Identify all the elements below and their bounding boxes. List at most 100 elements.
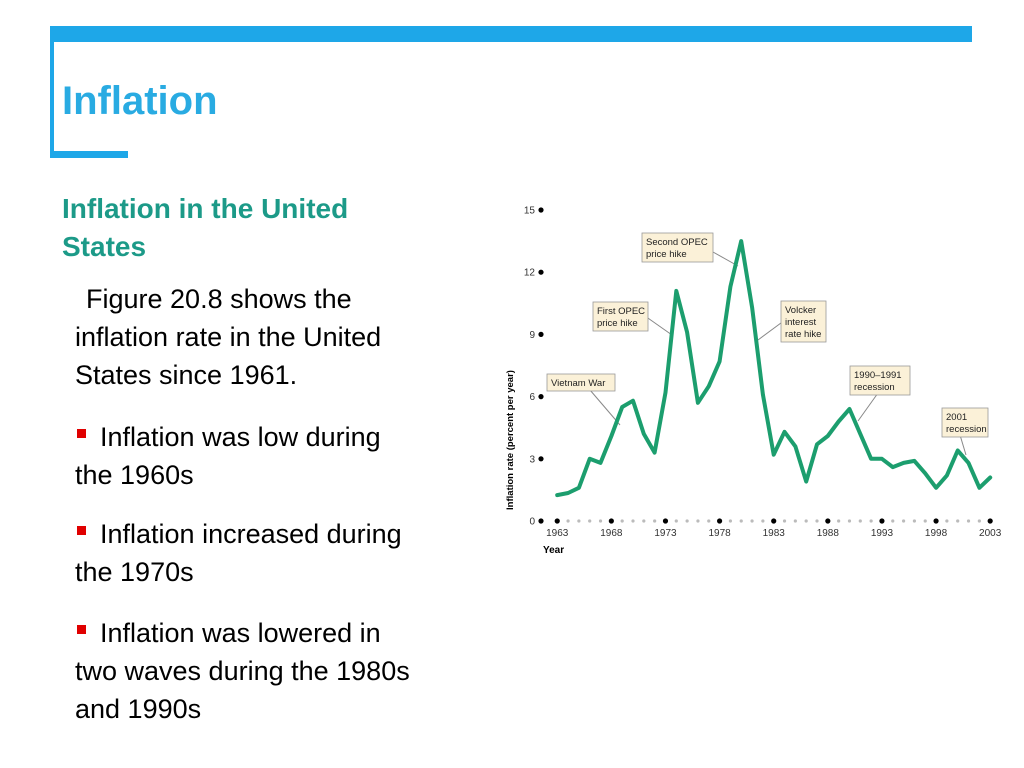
- annotation-leader: [959, 434, 967, 456]
- year-dot: [847, 519, 852, 523]
- y-tick-label: 3: [529, 454, 535, 465]
- year-dot: [782, 519, 787, 523]
- year-dot: [739, 519, 743, 523]
- bullet-text: the 1970s: [75, 557, 194, 587]
- x-tick-label: 1988: [817, 528, 840, 539]
- x-tick-label: 1983: [763, 528, 786, 539]
- x-tick-label: 1993: [871, 528, 894, 539]
- year-dot: [858, 519, 862, 523]
- annotation-text: 1990–1991: [854, 370, 902, 381]
- bullet-text: the 1960s: [75, 460, 194, 490]
- year-dot: [707, 519, 711, 523]
- annotation-box: [849, 365, 911, 396]
- x-tick: [987, 518, 993, 524]
- bullet-marker: [77, 526, 86, 535]
- body-text: inflation rate in the United: [75, 322, 381, 352]
- year-dot: [588, 519, 592, 523]
- year-dot: [566, 519, 570, 523]
- annotation-box: [780, 300, 827, 343]
- year-dot: [674, 519, 678, 523]
- year-dot: [956, 519, 960, 523]
- annotation-text: Second OPEC: [646, 237, 708, 248]
- annotation-text: rate hike: [785, 329, 821, 340]
- y-axis-label: Inflation rate (percent per year): [505, 370, 516, 510]
- y-tick-label: 6: [529, 392, 535, 403]
- annotation-text: recession: [854, 382, 895, 393]
- x-tick-label: 1978: [708, 528, 731, 539]
- annotation-text: recession: [946, 424, 987, 435]
- annotation-leader: [757, 319, 786, 341]
- x-axis-label: Year: [543, 545, 564, 556]
- year-dot: [901, 519, 906, 523]
- x-tick: [825, 518, 831, 524]
- year-dot: [869, 519, 873, 523]
- year-dot: [696, 519, 700, 523]
- x-tick-label: 1963: [546, 528, 569, 539]
- y-tick: [538, 331, 544, 337]
- year-dot: [912, 519, 917, 523]
- x-tick: [554, 518, 560, 524]
- annotation-text: First OPEC: [597, 306, 645, 317]
- left-bar: [50, 26, 54, 158]
- x-tick: [771, 518, 777, 524]
- x-tick-label: 1998: [925, 528, 948, 539]
- bullet-text: two waves during the 1980s: [75, 656, 410, 686]
- annotation-leader: [857, 392, 879, 422]
- annotation-text: Volcker: [785, 305, 816, 316]
- year-dot: [923, 519, 927, 523]
- body-text: States since 1961.: [75, 360, 297, 390]
- x-tick: [608, 518, 614, 524]
- subtitle: Inflation in the United: [62, 193, 348, 224]
- year-dot: [945, 519, 949, 523]
- annotation-leader: [644, 315, 673, 336]
- year-dot: [577, 519, 581, 523]
- annotation-box: [641, 232, 714, 263]
- year-dot: [631, 519, 635, 523]
- y-tick: [538, 207, 544, 213]
- bullet-text: Inflation increased during: [100, 519, 402, 549]
- annotation-text: 2001: [946, 412, 967, 423]
- bullet-text: and 1990s: [75, 694, 201, 724]
- year-dot: [804, 519, 808, 523]
- annotation-box: [592, 301, 649, 332]
- y-tick: [538, 394, 544, 400]
- x-tick-label: 1968: [600, 528, 623, 539]
- year-dot: [966, 519, 971, 523]
- x-tick-label: 1973: [654, 528, 677, 539]
- inflation-line: [555, 239, 993, 498]
- year-dot: [793, 519, 797, 523]
- x-tick: [662, 518, 669, 524]
- year-dot: [977, 519, 981, 523]
- annotation-text: price hike: [646, 249, 687, 260]
- year-dot: [750, 519, 754, 523]
- y-tick: [538, 269, 544, 275]
- subtitle: States: [62, 231, 146, 262]
- bullet-text: Inflation was lowered in: [100, 618, 381, 648]
- annotation-text: interest: [785, 317, 817, 328]
- annotation-box: [941, 407, 989, 438]
- year-dot: [815, 519, 819, 523]
- annotation-text: Vietnam War: [551, 378, 605, 389]
- year-dot: [728, 519, 733, 523]
- annotation-text: price hike: [597, 318, 638, 329]
- bullet-marker: [77, 429, 86, 438]
- year-dot: [642, 519, 646, 523]
- year-dot: [620, 519, 624, 523]
- bullet-marker: [77, 625, 86, 634]
- y-tick-label: 0: [529, 517, 535, 528]
- y-tick-label: 9: [529, 330, 535, 341]
- year-dot: [653, 519, 657, 523]
- x-tick: [933, 518, 939, 524]
- year-dot: [685, 519, 689, 523]
- x-tick: [879, 518, 885, 524]
- slide-title: Inflation: [62, 79, 218, 123]
- x-tick-label: 2003: [979, 528, 1002, 539]
- year-dot: [837, 519, 841, 523]
- y-tick-label: 12: [524, 268, 536, 279]
- top-bar: [50, 26, 972, 42]
- body-text: Figure 20.8 shows the: [86, 284, 352, 314]
- year-dot: [761, 519, 765, 523]
- year-dot: [598, 519, 603, 523]
